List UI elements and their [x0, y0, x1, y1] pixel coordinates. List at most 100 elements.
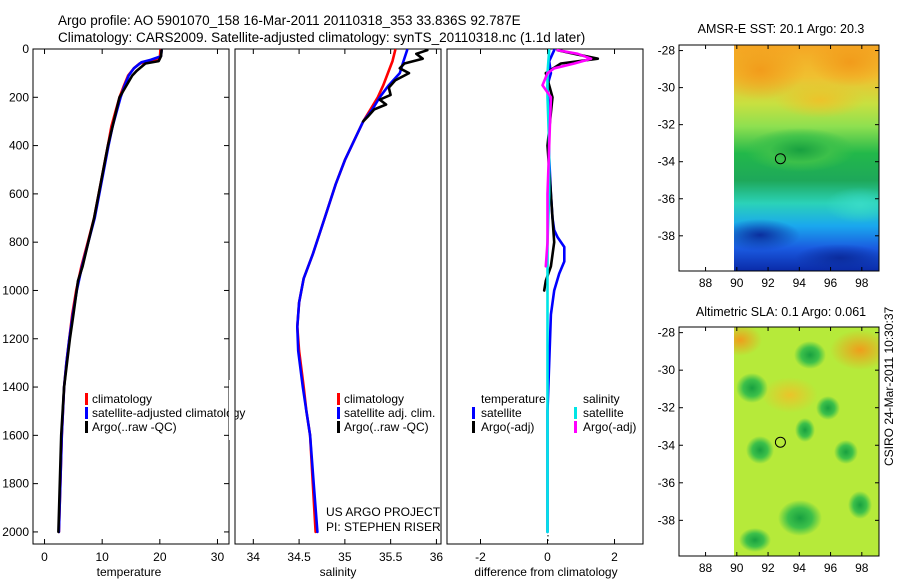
pi-label: PI: STEPHEN RISER	[326, 520, 441, 534]
legend-label-temperature-argo: Argo(-adj)	[481, 420, 534, 434]
legend-swatch-salinity-argo	[574, 421, 577, 433]
legend-label-climatology: climatology	[92, 392, 152, 406]
legend-label-salinity-satellite: satellite	[583, 406, 624, 420]
lon-tick-label: 98	[855, 561, 869, 575]
sla-map-title: Altimetric SLA: 0.1 Argo: 0.061	[696, 305, 866, 319]
temperature-axis-ticks: 0 10 20 30	[41, 49, 224, 564]
sst-map-frame	[678, 44, 880, 272]
series-line-climatology	[57, 48, 162, 534]
x-tick-label: 10	[95, 550, 109, 564]
legend-swatch-temperature-satellite	[472, 407, 475, 419]
sst-map-panel: AMSR-E SST: 20.1 Argo: 20.3 88 90 92 94 96 98…	[658, 22, 880, 290]
temperature-legend: climatology satellite-adjusted climatolo…	[85, 392, 245, 434]
figure-title-line1: Argo profile: AO 5901070_158 16-Mar-2011…	[58, 13, 521, 28]
legend-label-argo: Argo(..raw -QC)	[92, 420, 177, 434]
sst-field	[734, 45, 879, 271]
lon-tick-label: 90	[730, 276, 744, 290]
x-tick-label: 35.5	[379, 550, 403, 564]
difference-xlabel: difference from climatology	[474, 565, 617, 579]
y-tick-label: 1600	[2, 428, 29, 442]
series-line-temperature-argo-adj-	[542, 48, 600, 292]
lat-tick-label: -32	[658, 118, 676, 132]
salinity-legend: climatology satellite adj. clim. Argo(..…	[337, 392, 435, 434]
salinity-xlabel: salinity	[320, 565, 357, 579]
figure-title-line2: Climatology: CARS2009. Satellite-adjuste…	[58, 30, 585, 45]
y-tick-label: 1200	[2, 332, 29, 346]
lon-tick-label: 88	[699, 561, 713, 575]
legend-swatch-climatology	[337, 393, 340, 405]
series-line-satellite-adj-clim-	[295, 48, 409, 534]
timestamp-label: CSIRO 24-Mar-2011 10:30:37	[882, 306, 896, 466]
lon-tick-label: 96	[824, 561, 838, 575]
lon-tick-label: 94	[793, 276, 807, 290]
lon-tick-label: 92	[761, 561, 775, 575]
temperature-lines	[57, 48, 163, 534]
legend-swatch-salinity-satellite	[574, 407, 577, 419]
series-line-argo-raw-qc-	[361, 48, 429, 123]
legend-swatch-climatology	[85, 393, 88, 405]
float-position-marker	[774, 153, 786, 165]
lon-tick-label: 92	[761, 276, 775, 290]
y-tick-label: 1000	[2, 283, 29, 297]
lon-tick-label: 96	[824, 276, 838, 290]
y-tick-label: 800	[9, 235, 29, 249]
series-line-satellite-adjusted-climatology	[57, 48, 163, 534]
sla-map-ticks: 88 90 92 94 96 98 -28 -30 -32 -34 -36 -38	[658, 326, 879, 575]
salinity-axis-ticks: 34 34.5 35 35.5 36	[247, 49, 444, 564]
lat-tick-label: -28	[658, 44, 676, 58]
x-tick-label: 20	[153, 550, 167, 564]
x-tick-label: 2	[611, 550, 618, 564]
legend-title-salinity: salinity	[583, 392, 620, 406]
sla-map-frame	[678, 326, 880, 557]
temperature-xlabel: temperature	[97, 565, 162, 579]
lat-tick-label: -30	[658, 363, 676, 377]
salinity-panel: 34 34.5 35 35.5 36 salinity climatology sate…	[234, 48, 444, 579]
x-tick-label: 34.5	[287, 550, 311, 564]
difference-legend: temperature salinity satellite Argo(-adj…	[472, 392, 636, 434]
legend-title-temperature: temperature	[481, 392, 546, 406]
legend-label-satellite: satellite adj. clim.	[344, 406, 435, 420]
lon-tick-label: 90	[730, 561, 744, 575]
x-tick-label: 30	[211, 550, 225, 564]
lat-tick-label: -34	[658, 155, 676, 169]
sst-map-ticks: 88 90 92 94 96 98 -28 -30 -32 -34 -36 -38	[658, 44, 879, 290]
lat-tick-label: -38	[658, 513, 676, 527]
sst-map-title: AMSR-E SST: 20.1 Argo: 20.3	[698, 22, 865, 36]
legend-swatch-satellite	[337, 407, 340, 419]
depth-axis-ticks: 0 200 400 600 800 1000 1200 1400 1600 1800 2000	[2, 42, 229, 539]
difference-axis-ticks: -2 0 2	[475, 49, 618, 564]
legend-label-temperature-satellite: satellite	[481, 406, 522, 420]
lat-tick-label: -36	[658, 476, 676, 490]
sla-field	[734, 327, 879, 556]
y-tick-label: 2000	[2, 525, 29, 539]
lat-tick-label: -38	[658, 229, 676, 243]
x-tick-label: 34	[247, 550, 261, 564]
x-tick-label: -2	[475, 550, 486, 564]
lat-tick-label: -28	[658, 326, 676, 340]
lat-tick-label: -34	[658, 438, 676, 452]
difference-axes-box	[446, 48, 644, 545]
lon-tick-label: 94	[793, 561, 807, 575]
lon-tick-label: 98	[855, 276, 869, 290]
y-tick-label: 600	[9, 187, 29, 201]
lon-tick-label: 88	[699, 276, 713, 290]
x-tick-label: 36	[430, 550, 444, 564]
lat-tick-label: -32	[658, 401, 676, 415]
temperature-axes-box	[32, 48, 230, 545]
x-tick-label: 35	[338, 550, 352, 564]
series-line-argo-raw-qc-	[57, 48, 163, 534]
y-tick-label: 200	[9, 90, 29, 104]
legend-label-climatology: climatology	[344, 392, 404, 406]
y-tick-label: 0	[22, 42, 29, 56]
y-tick-label: 1400	[2, 380, 29, 394]
x-tick-label: 0	[544, 550, 551, 564]
legend-label-satellite: satellite-adjusted climatology	[92, 406, 245, 420]
y-tick-label: 400	[9, 139, 29, 153]
legend-swatch-temperature-argo	[472, 421, 475, 433]
legend-swatch-argo	[85, 421, 88, 433]
legend-label-argo: Argo(..raw -QC)	[344, 420, 429, 434]
project-label: US ARGO PROJECT	[326, 505, 441, 519]
legend-label-salinity-argo: Argo(-adj)	[583, 420, 636, 434]
salinity-lines	[295, 48, 429, 534]
